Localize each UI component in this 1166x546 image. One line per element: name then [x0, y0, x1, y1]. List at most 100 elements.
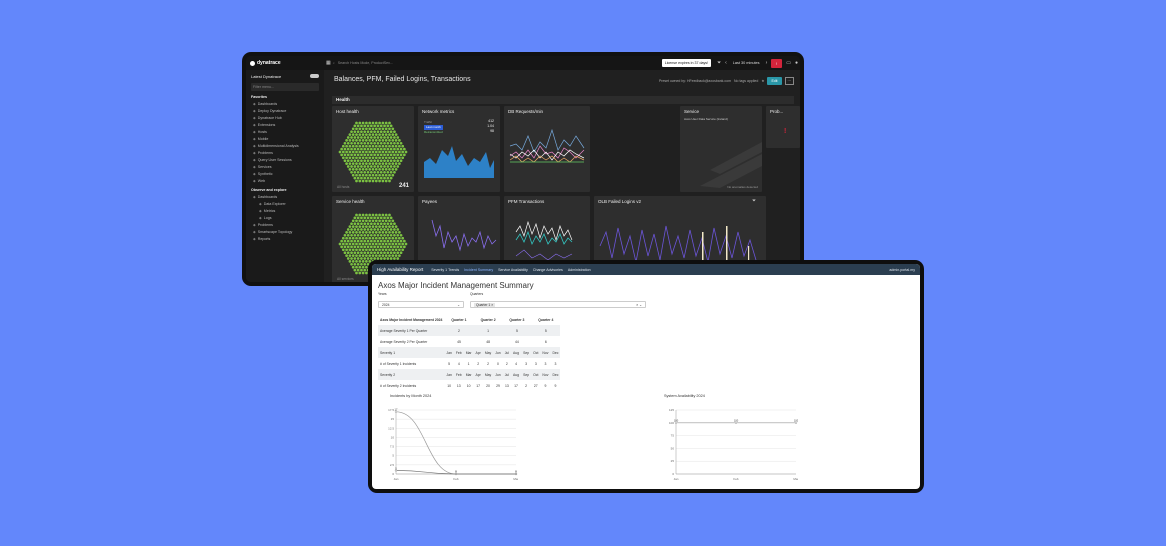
host-hexagon[interactable]: [388, 236, 391, 240]
host-hexagon[interactable]: [358, 225, 362, 228]
host-hexagon[interactable]: [376, 245, 380, 249]
license-banner[interactable]: License expires in 37 days!: [661, 59, 712, 67]
host-hexagon[interactable]: [393, 228, 396, 231]
host-hexagon[interactable]: [393, 153, 396, 157]
host-hexagon[interactable]: [378, 162, 381, 165]
host-hexagon[interactable]: [353, 130, 357, 134]
host-hexagon[interactable]: [353, 170, 357, 174]
host-hexagon[interactable]: [378, 133, 381, 136]
host-hexagon[interactable]: [368, 254, 372, 257]
host-hexagon[interactable]: [343, 153, 347, 157]
host-hexagon[interactable]: [379, 141, 383, 145]
sidebar-item[interactable]: ◆ Smartscape Topology: [251, 229, 319, 236]
host-hexagon[interactable]: [389, 130, 393, 134]
host-hexagon[interactable]: [383, 176, 386, 180]
host-hexagon[interactable]: [386, 159, 390, 163]
host-hexagon[interactable]: [381, 139, 385, 142]
host-hexagon[interactable]: [393, 136, 396, 139]
host-hexagon[interactable]: [366, 216, 370, 220]
host-hexagon[interactable]: [404, 242, 408, 246]
host-hexagon[interactable]: [353, 257, 357, 260]
host-hexagon[interactable]: [394, 225, 398, 228]
host-hexagon[interactable]: [374, 173, 378, 177]
host-hexagon[interactable]: [381, 144, 385, 148]
host-hexagon[interactable]: [366, 245, 370, 249]
host-hexagon[interactable]: [363, 130, 367, 134]
timeframe-selector[interactable]: Last 30 minutes: [732, 61, 760, 65]
host-hexagon[interactable]: [383, 170, 386, 174]
host-hexagon[interactable]: [371, 231, 375, 234]
host-hexagon[interactable]: [389, 222, 393, 226]
host-hexagon[interactable]: [386, 245, 390, 249]
host-hexagon[interactable]: [394, 248, 398, 252]
host-hexagon[interactable]: [383, 233, 386, 237]
host-hexagon[interactable]: [363, 159, 367, 163]
host-hexagon[interactable]: [391, 248, 395, 252]
sidebar-item[interactable]: ◆ Mobile: [251, 136, 319, 143]
host-hexagon[interactable]: [365, 121, 368, 125]
host-hexagon[interactable]: [370, 136, 373, 139]
host-hexagon[interactable]: [394, 150, 398, 154]
host-hexagon[interactable]: [398, 248, 401, 252]
host-hexagon[interactable]: [348, 242, 352, 246]
host-hexagon[interactable]: [363, 268, 367, 272]
host-hexagon[interactable]: [356, 257, 360, 260]
host-hexagon[interactable]: [345, 144, 348, 148]
host-hexagon[interactable]: [373, 147, 376, 151]
host-hexagon[interactable]: [393, 147, 396, 151]
host-hexagon[interactable]: [393, 130, 396, 134]
host-hexagon[interactable]: [355, 168, 358, 171]
host-hexagon[interactable]: [370, 165, 373, 168]
host-hexagon[interactable]: [393, 159, 396, 163]
host-hexagon[interactable]: [381, 121, 385, 125]
nav-service-availability[interactable]: Service Availability: [498, 267, 528, 272]
sidebar-item[interactable]: ◆ Synthetic: [251, 171, 319, 178]
host-hexagon[interactable]: [398, 242, 401, 246]
host-hexagon[interactable]: [376, 147, 380, 151]
host-hexagon[interactable]: [353, 216, 357, 220]
host-hexagon[interactable]: [388, 150, 391, 154]
host-hexagon[interactable]: [355, 179, 358, 183]
host-hexagon[interactable]: [374, 139, 378, 142]
host-hexagon[interactable]: [355, 260, 358, 263]
host-hexagon[interactable]: [346, 165, 350, 168]
host-hexagon[interactable]: [368, 248, 372, 252]
host-hexagon[interactable]: [368, 139, 372, 142]
host-hexagon[interactable]: [386, 251, 390, 255]
host-hexagon[interactable]: [381, 127, 385, 131]
host-hexagon[interactable]: [391, 168, 395, 171]
host-hexagon[interactable]: [373, 257, 376, 260]
host-hexagon[interactable]: [346, 239, 350, 243]
host-hexagon[interactable]: [340, 153, 343, 157]
host-hexagon[interactable]: [389, 147, 393, 151]
host-hexagon[interactable]: [378, 179, 381, 183]
host-hexagon[interactable]: [341, 156, 345, 160]
sidebar-item[interactable]: ◆ Hosts: [251, 129, 319, 136]
host-hexagon[interactable]: [356, 251, 360, 255]
chevron-left-icon[interactable]: ‹: [725, 60, 727, 66]
host-hexagon[interactable]: [351, 260, 355, 263]
host-hexagon[interactable]: [350, 257, 353, 260]
host-hexagon[interactable]: [388, 179, 391, 183]
quarter-chip[interactable]: Quarter 1 ×: [474, 302, 496, 307]
host-hexagon[interactable]: [370, 130, 373, 134]
host-hexagon[interactable]: [358, 219, 362, 223]
host-hexagon[interactable]: [368, 121, 372, 125]
host-hexagon[interactable]: [371, 144, 375, 148]
host-hexagon[interactable]: [351, 254, 355, 257]
host-hexagon[interactable]: [356, 228, 360, 231]
host-hexagon[interactable]: [343, 233, 347, 237]
host-hexagon[interactable]: [368, 150, 372, 154]
host-hexagon[interactable]: [383, 228, 386, 231]
host-hexagon[interactable]: [345, 242, 348, 246]
host-hexagon[interactable]: [356, 262, 360, 266]
host-hexagon[interactable]: [383, 147, 386, 151]
filter-icon[interactable]: ⏷: [751, 198, 756, 204]
host-hexagon[interactable]: [353, 239, 357, 243]
host-hexagon[interactable]: [366, 141, 370, 145]
host-hexagon[interactable]: [384, 219, 388, 223]
host-hexagon[interactable]: [358, 168, 362, 171]
host-hexagon[interactable]: [391, 144, 395, 148]
host-hexagon[interactable]: [374, 127, 378, 131]
host-hexagon[interactable]: [401, 248, 405, 252]
